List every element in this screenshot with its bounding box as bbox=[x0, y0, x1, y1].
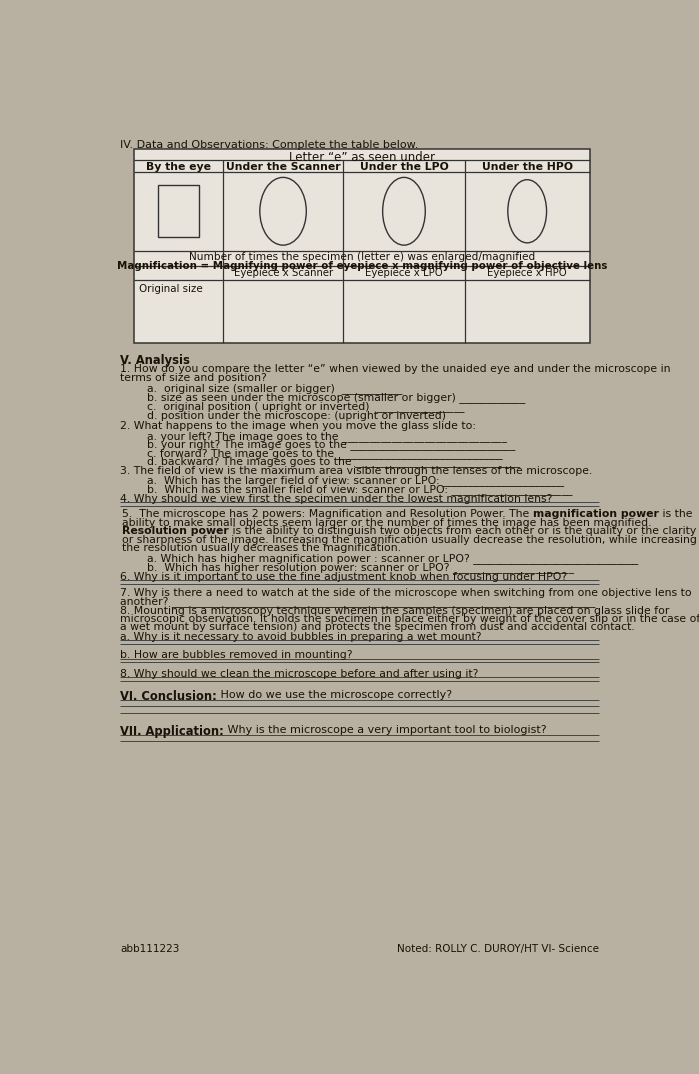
Text: or sharpness of the image. Increasing the magnification usually decrease the res: or sharpness of the image. Increasing th… bbox=[122, 535, 697, 545]
Bar bbox=[134, 149, 589, 343]
Text: VII. Application:: VII. Application: bbox=[120, 725, 224, 738]
Text: another? _______________________________________________________________________: another? _______________________________… bbox=[120, 596, 596, 607]
Text: 2. What happens to the image when you move the glass slide to:: 2. What happens to the image when you mo… bbox=[120, 421, 476, 432]
Text: Noted: ROLLY C. DUROY/HT VI- Science: Noted: ROLLY C. DUROY/HT VI- Science bbox=[397, 944, 599, 954]
Text: IV. Data and Observations: Complete the table below.: IV. Data and Observations: Complete the … bbox=[120, 140, 418, 149]
Text: magnification power: magnification power bbox=[533, 509, 659, 519]
Text: Resolution power: Resolution power bbox=[122, 526, 229, 536]
Text: V. Analysis: V. Analysis bbox=[120, 354, 190, 367]
Text: c. forward? The image goes to the ______________________________: c. forward? The image goes to the ______… bbox=[147, 448, 503, 459]
Bar bbox=[158, 185, 199, 237]
Text: Letter “e” as seen under: Letter “e” as seen under bbox=[289, 151, 435, 164]
Text: b.  Which has higher resolution power: scanner or LPO? ______________________: b. Which has higher resolution power: sc… bbox=[147, 562, 574, 572]
Text: Eyepiece x Scanner: Eyepiece x Scanner bbox=[233, 268, 333, 278]
Text: d. position under the microscope: (upright or inverted): d. position under the microscope: (uprig… bbox=[147, 410, 446, 421]
Text: 6. Why is it important to use the fine adjustment knob when focusing under HPO?: 6. Why is it important to use the fine a… bbox=[120, 571, 567, 582]
Text: 7. Why is there a need to watch at the side of the microscope when switching fro: 7. Why is there a need to watch at the s… bbox=[120, 587, 691, 598]
Text: Why is the microscope a very important tool to biologist?: Why is the microscope a very important t… bbox=[224, 725, 547, 735]
Text: Eyepiece x HPO: Eyepiece x HPO bbox=[487, 268, 567, 278]
Text: a. Which has higher magnification power : scanner or LPO? ______________________: a. Which has higher magnification power … bbox=[147, 553, 638, 564]
Text: Original size: Original size bbox=[138, 285, 202, 294]
Text: 3. The field of view is the maximum area visible through the lenses of the micro: 3. The field of view is the maximum area… bbox=[120, 466, 592, 476]
Text: b. your right? The image goes to the ______________________________: b. your right? The image goes to the ___… bbox=[147, 439, 515, 450]
Text: b.  Which has the smaller field of view: scanner or LPO: ______________________: b. Which has the smaller field of view: … bbox=[147, 484, 572, 495]
Text: VI. Conclusion:: VI. Conclusion: bbox=[120, 691, 217, 703]
Text: 8. Mounting is a microscopy technique wherein the samples (specimen) are placed : 8. Mounting is a microscopy technique wh… bbox=[120, 606, 670, 615]
Text: 4. Why should we view first the specimen under the lowest magnification lens?: 4. Why should we view first the specimen… bbox=[120, 494, 552, 504]
Bar bbox=[134, 149, 589, 343]
Text: a. Why is it necessary to avoid bubbles in preparing a wet mount?: a. Why is it necessary to avoid bubbles … bbox=[120, 632, 482, 641]
Text: Eyepiece x LPO: Eyepiece x LPO bbox=[365, 268, 443, 278]
Text: Number of times the specimen (letter e) was enlarged/magnified: Number of times the specimen (letter e) … bbox=[189, 252, 535, 262]
Text: terms of size and position?: terms of size and position? bbox=[120, 373, 267, 383]
Text: Under the Scanner: Under the Scanner bbox=[226, 162, 340, 172]
Text: a.  original size (smaller or bigger)  ___________: a. original size (smaller or bigger) ___… bbox=[147, 383, 403, 394]
Text: is the ability to distinguish two objects from each other or is the quality or t: is the ability to distinguish two object… bbox=[229, 526, 696, 536]
Text: b. How are bubbles removed in mounting?: b. How are bubbles removed in mounting? bbox=[120, 650, 352, 661]
Text: is the: is the bbox=[659, 509, 693, 519]
Text: ability to make small objects seem larger or the number of times the image has b: ability to make small objects seem large… bbox=[122, 518, 651, 527]
Text: How do we use the microscope correctly?: How do we use the microscope correctly? bbox=[217, 691, 452, 700]
Text: 1. How do you compare the letter “e” when viewed by the unaided eye and under th: 1. How do you compare the letter “e” whe… bbox=[120, 364, 670, 375]
Text: 5.  The microscope has 2 powers: Magnification and Resolution Power. The: 5. The microscope has 2 powers: Magnific… bbox=[122, 509, 533, 519]
Text: d. backward? The images goes to the ______________________________: d. backward? The images goes to the ____… bbox=[147, 456, 520, 467]
Text: a wet mount by surface tension) and protects the specimen from dust and accident: a wet mount by surface tension) and prot… bbox=[120, 623, 635, 633]
Text: a.  Which has the larger field of view: scanner or LPO: ______________________: a. Which has the larger field of view: s… bbox=[147, 476, 564, 487]
Text: Under the LPO: Under the LPO bbox=[359, 162, 448, 172]
Text: Magnification = Magnifying power of eyepiece x magnifying power of objective len: Magnification = Magnifying power of eyep… bbox=[117, 261, 607, 272]
Text: By the eye: By the eye bbox=[146, 162, 211, 172]
Text: b. size as seen under the microscope (smaller or bigger) ____________: b. size as seen under the microscope (sm… bbox=[147, 392, 526, 403]
Text: abb111223: abb111223 bbox=[120, 944, 180, 954]
Text: 8. Why should we clean the microscope before and after using it?: 8. Why should we clean the microscope be… bbox=[120, 669, 478, 679]
Text: a. your left? The image goes to the ______________________________: a. your left? The image goes to the ____… bbox=[147, 431, 507, 441]
Text: Under the HPO: Under the HPO bbox=[482, 162, 572, 172]
Text: c.  original position ( upright or inverted)  ________________: c. original position ( upright or invert… bbox=[147, 402, 465, 412]
Text: microscopic observation. It holds the specimen in place either by weight of the : microscopic observation. It holds the sp… bbox=[120, 614, 699, 624]
Text: the resolution usually decreases the magnification.: the resolution usually decreases the mag… bbox=[122, 543, 401, 553]
